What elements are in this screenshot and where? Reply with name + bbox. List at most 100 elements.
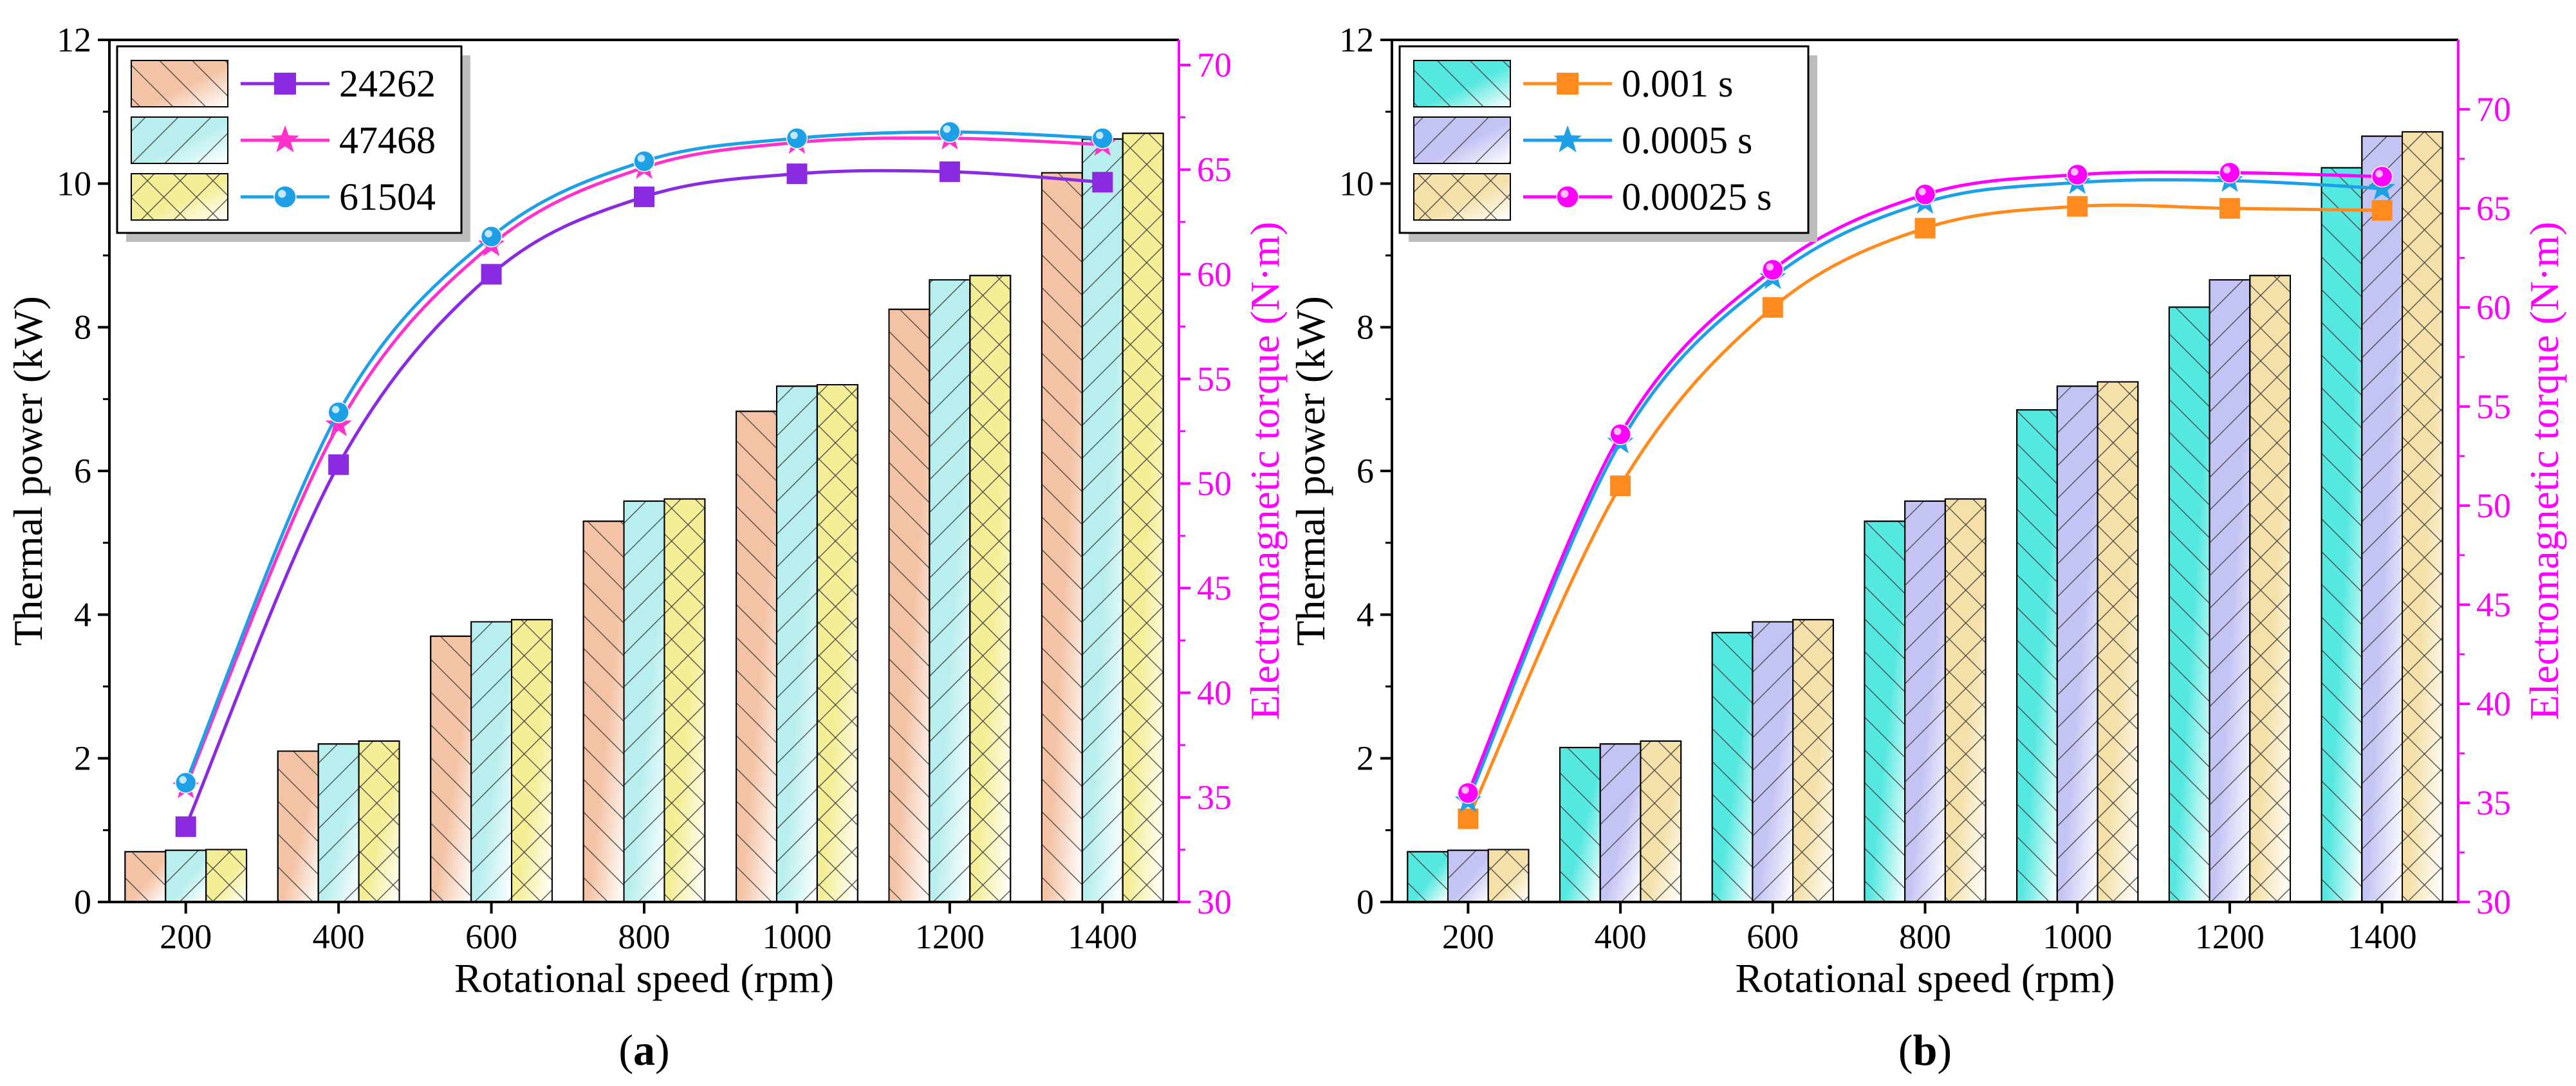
marker-square xyxy=(1092,172,1113,193)
lines xyxy=(1454,161,2396,829)
bar-hatch xyxy=(317,743,360,903)
bar-hatch xyxy=(1711,632,1754,903)
series-line-0.0005 s xyxy=(1467,178,2382,802)
marker-highlight xyxy=(1613,427,1622,436)
x-tick-label: 1000 xyxy=(762,917,831,956)
bar-hatch xyxy=(969,275,1012,903)
bar-hatch xyxy=(2249,275,2292,903)
bar-hatch xyxy=(1447,849,1489,903)
marker-circle xyxy=(328,401,349,423)
bar-47468-400 xyxy=(317,743,360,903)
bar-61504-600 xyxy=(511,619,553,903)
x-tick-label: 600 xyxy=(1747,917,1799,956)
marker-highlight xyxy=(331,405,340,414)
bar-hatch xyxy=(1752,621,1794,903)
bar-0.001 s-1400 xyxy=(2321,167,2363,903)
x-tick-label: 1200 xyxy=(2195,917,2265,956)
caption-letter: a xyxy=(633,1026,655,1074)
x-axis-label: Rotational speed (rpm) xyxy=(454,955,834,1001)
bar-hatch xyxy=(2056,385,2099,903)
bar-61504-200 xyxy=(205,849,248,903)
bar-61504-1200 xyxy=(969,275,1012,903)
bar-61504-800 xyxy=(663,498,706,903)
chart-panel-b: 0 2 4 6 8 10 12 30 35 40 45 50 55 60 65 70 200 400 600 800 1… xyxy=(1288,21,2567,1074)
y2-tick-label: 70 xyxy=(2476,90,2511,129)
marker-square xyxy=(481,264,502,285)
legend-swatch-61504 xyxy=(131,173,228,221)
marker-square xyxy=(939,161,960,182)
bar-24262-1000 xyxy=(736,410,777,903)
marker-circle xyxy=(174,771,197,794)
marker-square xyxy=(2371,199,2393,221)
legend-swatch-47468 xyxy=(131,116,228,164)
bar-24262-1200 xyxy=(888,308,931,903)
legend-swatch-0.00025 s xyxy=(1413,173,1511,221)
legend-label: 24262 xyxy=(339,62,436,105)
caption-close: ) xyxy=(1937,1026,1952,1074)
marker-star xyxy=(271,125,299,152)
bar-24262-600 xyxy=(430,635,472,903)
y2-tick-label: 30 xyxy=(2476,883,2511,921)
bar-47468-600 xyxy=(470,621,513,903)
bar-hatch xyxy=(165,849,207,903)
bar-24262-800 xyxy=(582,520,625,903)
y2-tick-label: 55 xyxy=(2476,387,2511,426)
marker-square xyxy=(328,454,349,475)
marker-square xyxy=(274,73,296,95)
legend-swatch-0.0005 s xyxy=(1413,116,1511,164)
marker-circle xyxy=(2066,163,2088,186)
legend-label: 0.001 s xyxy=(1622,62,1733,105)
bar-0.0005 s-1200 xyxy=(2209,279,2251,903)
legend-label: 0.0005 s xyxy=(1622,119,1752,161)
bar-hatch xyxy=(2321,167,2363,903)
x-tick-label: 400 xyxy=(313,917,365,956)
bar-hatch xyxy=(2097,381,2139,903)
series-line-0.00025 s xyxy=(1467,170,2382,794)
caption-open: ( xyxy=(618,1026,633,1074)
marker-square xyxy=(1914,217,1936,239)
bar-hatch xyxy=(582,520,625,903)
y-tick-label: 10 xyxy=(57,164,91,203)
legend: 0.001 s 0.0005 s 0.00025 s xyxy=(1398,45,1817,242)
legend-swatch-hatch xyxy=(131,60,228,107)
legend-swatch-hatch xyxy=(1413,116,1511,164)
bar-0.001 s-800 xyxy=(1864,520,1906,903)
x-tick-label: 1400 xyxy=(1068,917,1137,956)
marker-square xyxy=(634,186,654,207)
marker-circle xyxy=(2371,165,2393,188)
series-line-24262 xyxy=(184,169,1103,827)
y-tick-label: 2 xyxy=(1357,739,1374,778)
series-line-61504 xyxy=(184,130,1103,784)
bar-hatch xyxy=(775,385,818,903)
bar-0.001 s-1200 xyxy=(2168,306,2210,903)
x-tick-label: 1200 xyxy=(915,917,985,956)
legend-swatch-0.001 s xyxy=(1413,60,1511,107)
marker-circle xyxy=(786,127,808,149)
bar-hatch xyxy=(1792,619,1834,903)
bar-47468-1400 xyxy=(1081,138,1124,903)
bar-hatch xyxy=(2016,409,2058,903)
lines xyxy=(172,121,1116,837)
bar-hatch xyxy=(663,498,706,903)
y-tick-label: 4 xyxy=(74,595,91,634)
y2-tick-label: 35 xyxy=(2476,784,2511,822)
bar-hatch xyxy=(1407,851,1449,903)
bar-hatch xyxy=(623,500,665,903)
chart-panel-a: 0 2 4 6 8 10 12 30 35 40 45 50 55 60 65 70 200 400 600 800 1… xyxy=(5,21,1288,1074)
marker-circle xyxy=(273,185,297,208)
y2-tick-label: 65 xyxy=(2476,189,2511,228)
marker-circle xyxy=(633,150,655,172)
bar-0.001 s-200 xyxy=(1407,851,1449,903)
marker-circle xyxy=(1609,423,1631,445)
bars xyxy=(1407,131,2443,903)
bar-hatch xyxy=(1599,743,1642,903)
y2-tick-label: 70 xyxy=(1197,46,1232,84)
bar-0.001 s-1000 xyxy=(2016,409,2058,903)
series-line-0.001 s xyxy=(1467,203,2382,820)
bar-hatch xyxy=(430,635,472,903)
bar-0.00025 s-1400 xyxy=(2402,131,2443,903)
bar-24262-200 xyxy=(124,851,167,903)
marker-square xyxy=(175,816,196,837)
bar-hatch xyxy=(2361,135,2404,903)
